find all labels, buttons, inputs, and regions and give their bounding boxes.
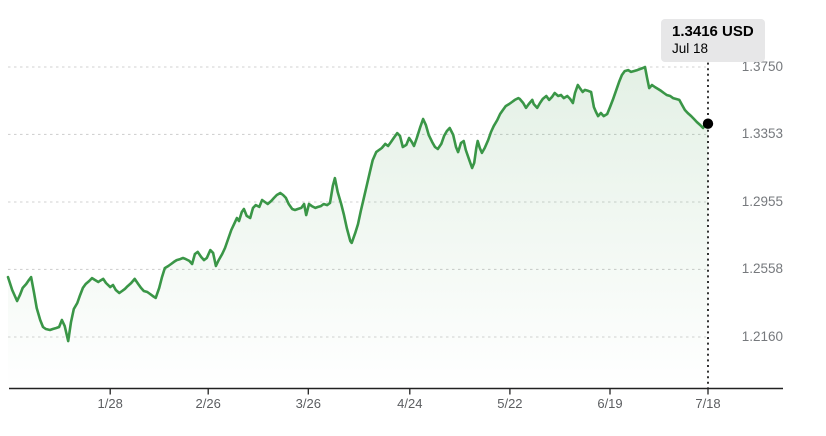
x-axis-label: 1/28 <box>97 396 123 411</box>
x-axis-label: 7/18 <box>695 396 721 411</box>
y-axis-label: 1.3353 <box>741 126 783 142</box>
y-axis-label: 1.2955 <box>741 194 783 209</box>
last-price-marker <box>702 118 714 129</box>
y-axis-label: 1.3750 <box>741 59 783 74</box>
x-axis-label: 6/19 <box>597 396 623 411</box>
x-axis-label: 5/22 <box>497 396 523 411</box>
last-price-tooltip: 1.3416 USD Jul 18 <box>661 19 765 62</box>
price-line <box>6 65 710 343</box>
x-axis-label: 2/26 <box>195 396 221 411</box>
y-axis-label: 1.2558 <box>741 261 783 277</box>
x-axis-label: 4/24 <box>397 396 423 411</box>
last-price-value: 1.3416 USD <box>672 23 754 40</box>
y-axis-label: 1.2160 <box>741 329 783 344</box>
last-price-date: Jul 18 <box>672 41 709 56</box>
x-axis-label: 3/26 <box>295 396 321 411</box>
